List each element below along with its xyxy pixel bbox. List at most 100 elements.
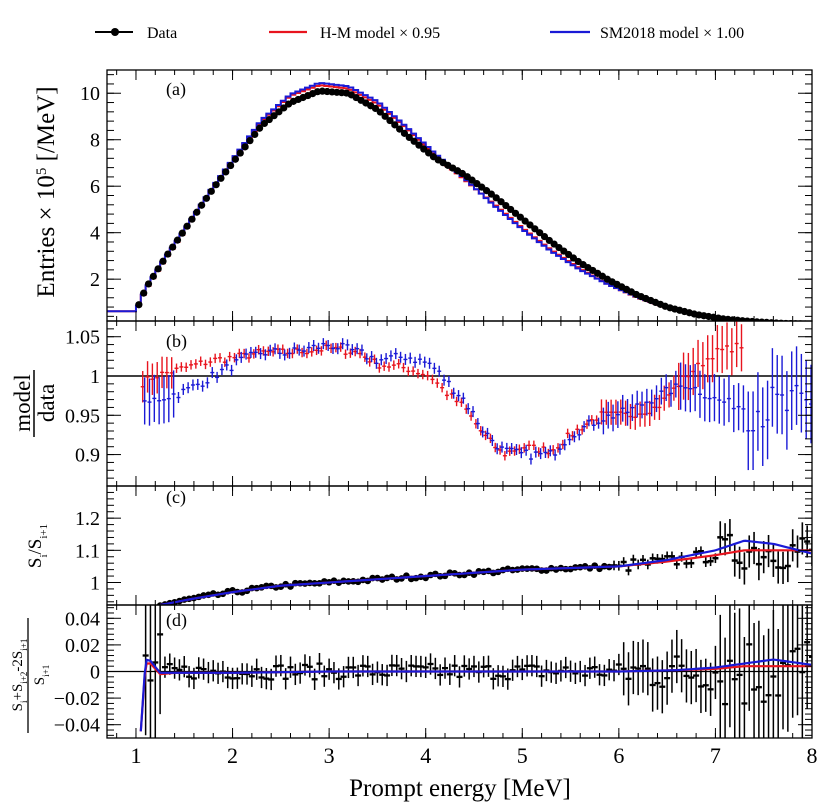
- panel-d: −0.04 −0.02 0 0.02 0.04 (d) Si+Si+2-2Si+1 Si…: [10, 604, 813, 739]
- data-point: [400, 129, 409, 137]
- curve-sm: [139, 658, 812, 732]
- panel-a-ylabel: Entries × 105 [/MeV]: [33, 86, 60, 297]
- x-tick-label: 8: [807, 743, 818, 768]
- x-tick-label: 4: [420, 743, 431, 768]
- data-point: [231, 155, 240, 163]
- data-point: [241, 143, 249, 151]
- data-point: [280, 104, 288, 112]
- data-point: [507, 205, 515, 214]
- legend-entry-hm: H-M model × 0.95: [269, 25, 440, 42]
- y-tick-label: 1: [90, 366, 100, 388]
- data-point: [386, 116, 394, 125]
- y-tick-label: 0.04: [65, 608, 100, 630]
- data-point: [154, 265, 162, 273]
- data-point: [275, 108, 283, 116]
- data-point: [768, 319, 775, 321]
- data-point: [270, 112, 278, 120]
- data-point: [420, 145, 428, 153]
- data-point: [140, 289, 148, 297]
- data-point: [169, 243, 177, 251]
- panel-c-label: (c): [166, 487, 186, 508]
- panel-a-frame: [106, 69, 813, 322]
- data-point: [516, 213, 524, 221]
- data-point: [511, 209, 520, 217]
- y-tick-label: 2: [90, 269, 100, 291]
- x-tick-label: 6: [613, 743, 624, 768]
- data-point: [193, 208, 201, 216]
- data-point: [396, 125, 404, 133]
- y-tick-label: 6: [90, 176, 100, 198]
- panel-d-ylabel: Si+Si+2-2Si+1 Si+1: [10, 618, 51, 733]
- panel-d-ylabel-num: Si+Si+2-2Si+1: [10, 639, 29, 712]
- data-point: [376, 108, 384, 116]
- y-tick-label: 0.95: [65, 405, 100, 427]
- y-tick-label: −0.02: [54, 688, 100, 710]
- legend-label-hm: H-M model × 0.95: [320, 25, 440, 42]
- x-tick-label: 1: [130, 743, 141, 768]
- panel-b-ylabel-den: data: [34, 384, 59, 422]
- series-hm: [107, 84, 760, 321]
- data-point: [188, 215, 196, 223]
- panel-d-label: (d): [166, 610, 187, 631]
- panel-b-label: (b): [166, 331, 187, 352]
- legend-entry-data: Data: [95, 25, 177, 42]
- data-point: [381, 112, 389, 120]
- panel-c: 1 1.1 1.2 (c) Si/Si+1: [25, 485, 813, 606]
- series-sm: [107, 82, 760, 321]
- y-tick-label: 1.2: [75, 508, 100, 530]
- y-tick-label: 1: [90, 572, 100, 594]
- panel-b-frame: [106, 320, 813, 487]
- data-point: [255, 124, 264, 132]
- data-point: [415, 141, 423, 149]
- data-point: [265, 115, 273, 124]
- x-tick-label: 2: [227, 743, 238, 768]
- data-point: [207, 187, 215, 195]
- data-point: [531, 225, 539, 233]
- data-point: [763, 318, 770, 321]
- data-point: [144, 280, 153, 288]
- y-tick-label: 10: [80, 83, 100, 105]
- panel-a: 2 4 6 8 10 (a) Entries × 105 [/MeV]: [33, 69, 813, 322]
- y-tick-label: 1.05: [65, 327, 100, 349]
- data-point: [183, 222, 191, 230]
- data-point: [410, 137, 418, 145]
- curve-sm: [159, 539, 812, 605]
- data-point: [424, 149, 433, 157]
- x-axis-label: Prompt energy [MeV]: [349, 775, 571, 802]
- data-point: [405, 133, 413, 141]
- panel-b: 0.9 0.95 1 1.05 (b) model data: [10, 320, 813, 487]
- x-axis: 1 2 3 4 5 6 7 8: [130, 743, 817, 768]
- data-point: [521, 217, 529, 225]
- y-tick-label: 0.02: [65, 635, 100, 657]
- legend-label-sm: SM2018 model × 1.00: [600, 25, 744, 42]
- data-point: [492, 194, 500, 202]
- y-tick-label: −0.04: [54, 715, 100, 737]
- data-point: [497, 198, 505, 206]
- data-point: [502, 201, 510, 210]
- data-point: [536, 229, 544, 237]
- data-point: [260, 119, 269, 128]
- x-tick-label: 7: [710, 743, 721, 768]
- data-point: [164, 250, 172, 258]
- panel-a-label: (a): [166, 79, 186, 100]
- data-point: [149, 272, 157, 280]
- legend-entry-sm: SM2018 model × 1.00: [550, 25, 744, 42]
- x-tick-label: 3: [324, 743, 335, 768]
- data-point: [135, 301, 143, 309]
- y-tick-label: 0: [90, 662, 100, 684]
- legend: Data H-M model × 0.95 SM2018 model × 1.0…: [95, 25, 744, 42]
- x-tick-label: 5: [517, 743, 528, 768]
- data-point: [246, 137, 254, 145]
- data-point: [198, 201, 206, 209]
- data-point: [217, 174, 225, 182]
- data-point: [391, 121, 399, 129]
- data-point: [758, 318, 766, 321]
- data-point: [178, 229, 186, 237]
- y-tick-label: 8: [90, 130, 100, 152]
- data-point: [202, 194, 211, 202]
- panel-c-frame: [106, 485, 813, 606]
- data-point: [222, 168, 230, 176]
- data-point: [540, 232, 549, 241]
- data-point: [173, 236, 182, 244]
